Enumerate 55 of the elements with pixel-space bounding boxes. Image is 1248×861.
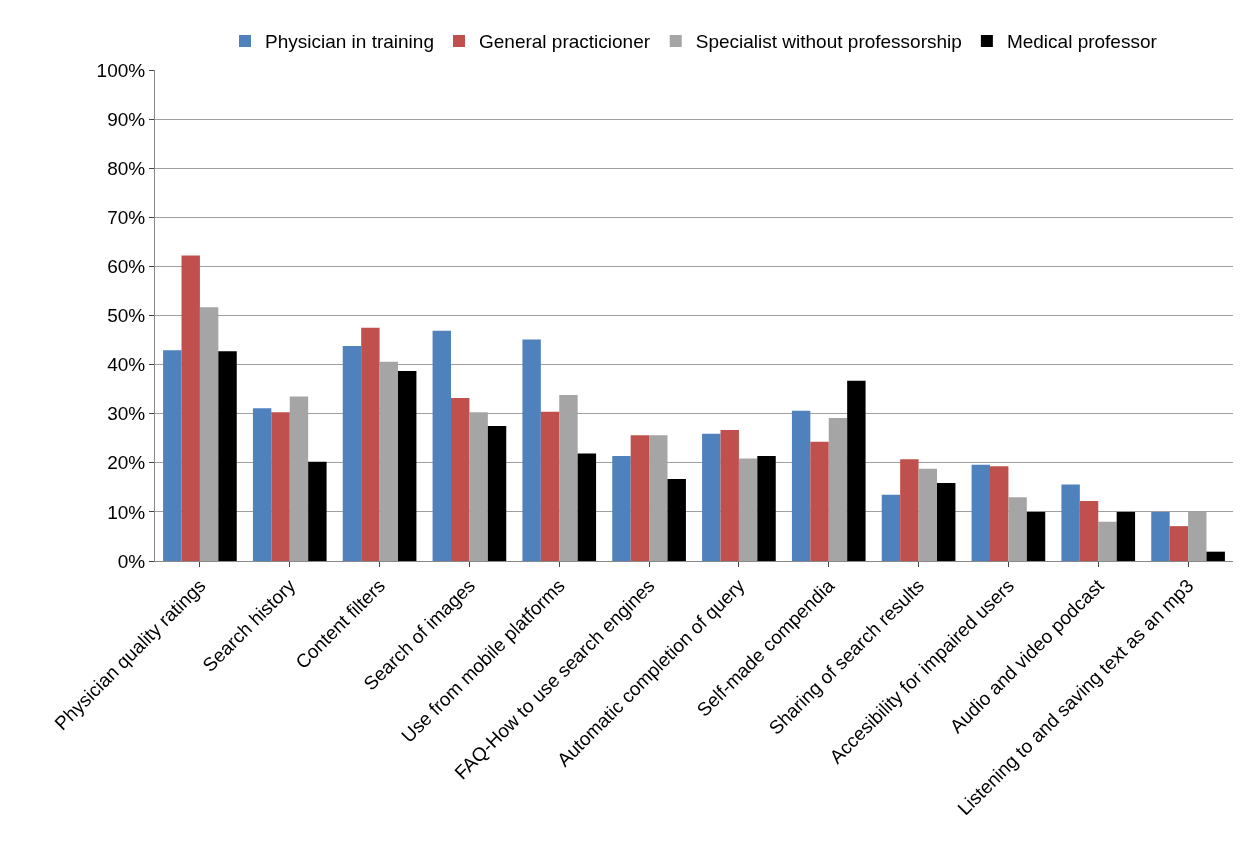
y-tick-label: 20% [107,452,146,474]
y-tick-label: 40% [107,354,146,376]
y-tick-label: 10% [107,501,146,523]
bar [828,418,848,561]
bar [847,380,866,561]
bar [1151,511,1170,561]
y-tick-label: 100% [96,59,146,81]
bar [271,412,290,561]
bar [432,330,451,561]
legend-label: Medical professor [1006,31,1158,53]
bar [252,408,272,561]
bar [990,466,1009,561]
bar [918,468,937,561]
bar [757,455,776,561]
bar [881,494,901,561]
bar [361,327,380,561]
bar [308,461,327,561]
y-tick-label: 50% [107,305,146,327]
bar [577,453,597,561]
y-tick-label: 30% [107,403,146,425]
legend-label: General practicioner [478,31,651,53]
y-tick-label: 60% [107,256,146,278]
bar [971,464,990,561]
y-tick-label: 70% [107,206,146,228]
bar [667,479,686,561]
bar [1169,526,1189,561]
bar [181,255,200,561]
bar [1206,551,1225,561]
bar [612,455,631,561]
legend-label: Physician in training [265,31,434,53]
y-tick-label: 80% [107,157,146,179]
bar [702,433,721,561]
bar [630,435,650,561]
bar [163,350,182,561]
bar [720,429,739,561]
bar [487,425,507,561]
bar [398,370,417,561]
bar [342,345,362,561]
bar [810,441,829,561]
bar [1098,521,1117,561]
bar [937,482,956,561]
y-tick-label: 90% [107,108,146,130]
bar [738,458,758,561]
bar [1116,511,1136,561]
bar [900,459,919,561]
bar [540,411,560,561]
bar [1026,511,1046,561]
bar [791,410,811,561]
bar [218,351,237,561]
y-tick-label: 0% [117,550,146,572]
bar [1061,484,1080,561]
bar [451,397,470,561]
bar [522,339,541,561]
legend-label: Specialist without professorship [695,31,962,53]
bar [1079,501,1099,561]
